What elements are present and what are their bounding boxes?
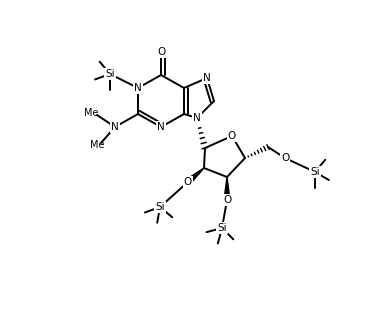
Text: Si: Si [155, 202, 165, 212]
Polygon shape [186, 168, 204, 184]
Text: O: O [223, 195, 231, 205]
Text: N: N [134, 83, 142, 93]
Text: N: N [193, 113, 201, 123]
Text: N: N [157, 122, 165, 132]
Text: O: O [184, 177, 192, 187]
Text: Si: Si [105, 69, 115, 79]
Text: Me: Me [84, 108, 98, 118]
Text: O: O [228, 131, 236, 141]
Text: Si: Si [217, 223, 227, 233]
Text: O: O [281, 153, 289, 163]
Text: Me: Me [90, 140, 104, 150]
Text: O: O [157, 47, 165, 57]
Text: N: N [111, 122, 119, 132]
Polygon shape [224, 177, 230, 200]
Text: N: N [203, 73, 211, 83]
Text: Si: Si [310, 167, 320, 177]
